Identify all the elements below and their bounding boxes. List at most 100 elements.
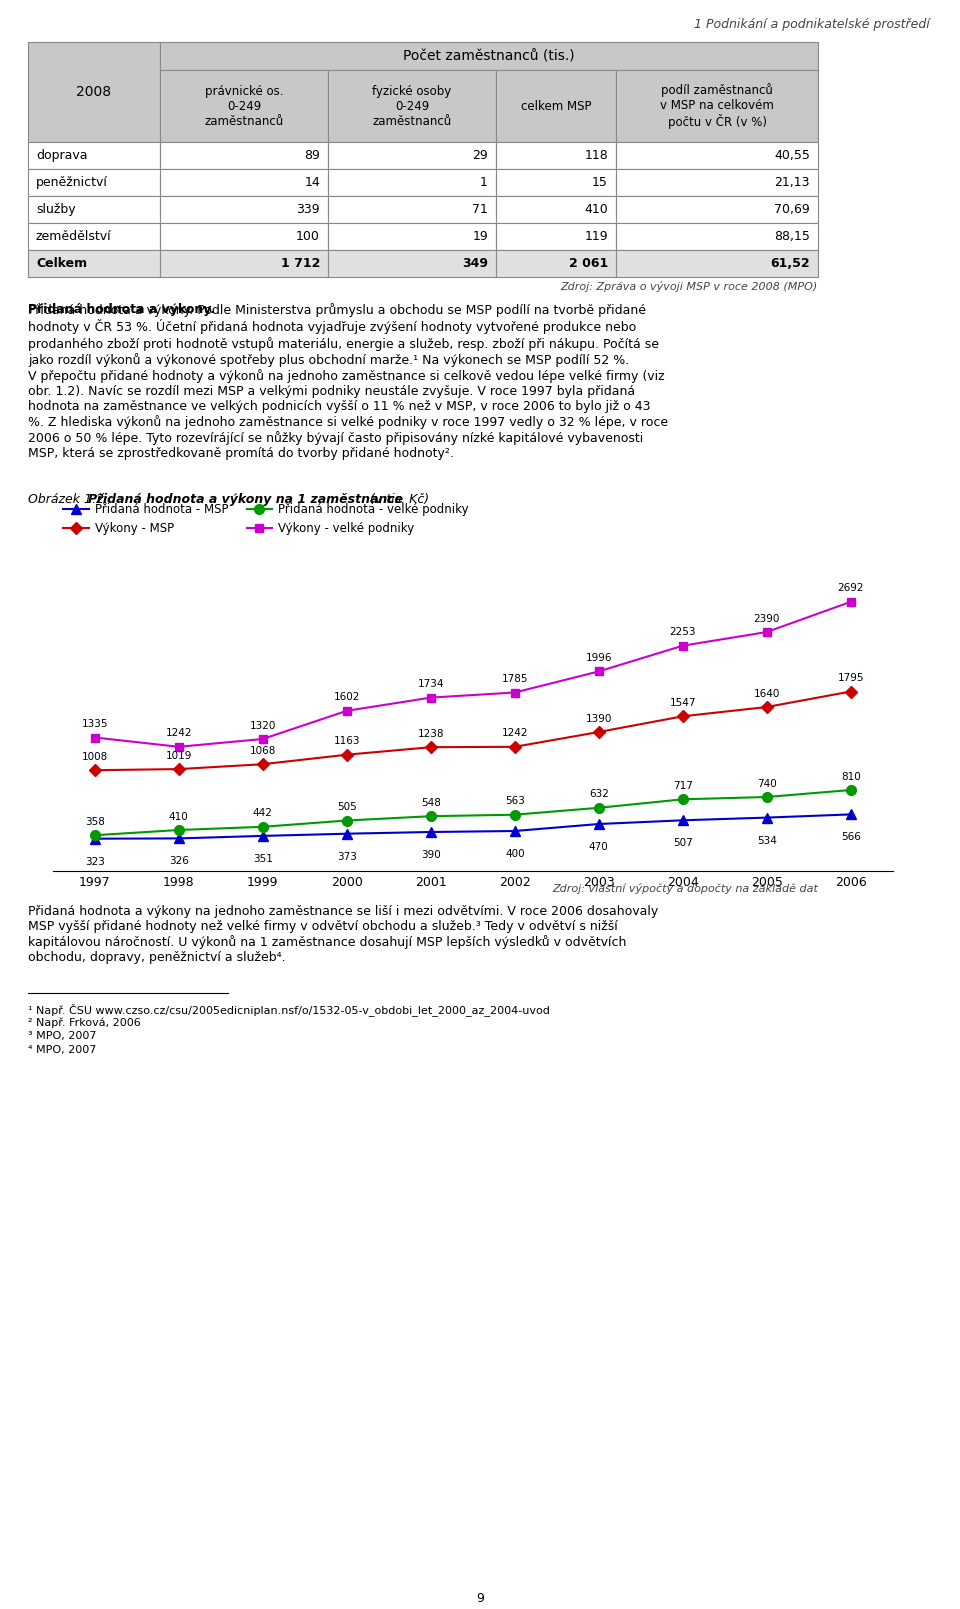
Text: podíl zaměstnanců
v MSP na celkovém
počtu v ČR (v %): podíl zaměstnanců v MSP na celkovém počt…: [660, 82, 774, 129]
Text: 534: 534: [756, 835, 777, 846]
Bar: [160, 71, 328, 142]
Text: 1068: 1068: [250, 747, 276, 756]
Text: Zdroj: vlastní výpočty a dopočty na základě dat: Zdroj: vlastní výpočty a dopočty na zákl…: [552, 883, 818, 895]
Bar: [616, 224, 818, 249]
Bar: [496, 196, 616, 224]
Text: 632: 632: [588, 790, 609, 800]
Bar: [28, 196, 160, 224]
Text: služby: služby: [36, 203, 76, 216]
Text: Přidaná hodnota a výkony na jednoho zaměstnance se liší i mezi odvětvími. V roce: Přidaná hodnota a výkony na jednoho zamě…: [28, 904, 659, 964]
Bar: [328, 224, 496, 249]
Text: 410: 410: [585, 203, 608, 216]
Text: 563: 563: [505, 796, 525, 806]
Text: doprava: doprava: [36, 150, 87, 163]
Text: Zdroj: Zpráva o vývoji MSP v roce 2008 (MPO): Zdroj: Zpráva o vývoji MSP v roce 2008 (…: [561, 282, 818, 291]
Text: ³ MPO, 2007: ³ MPO, 2007: [28, 1031, 97, 1041]
Text: 1602: 1602: [334, 692, 360, 703]
Bar: [496, 249, 616, 277]
Bar: [496, 142, 616, 169]
Text: ⁴ MPO, 2007: ⁴ MPO, 2007: [28, 1044, 96, 1056]
Bar: [28, 249, 160, 277]
Text: 810: 810: [841, 772, 861, 782]
Bar: [616, 142, 818, 169]
Bar: [496, 169, 616, 196]
Text: 2692: 2692: [837, 584, 864, 594]
Text: Přidaná hodnota a výkony.: Přidaná hodnota a výkony.: [28, 302, 215, 315]
Text: 1390: 1390: [586, 714, 612, 724]
Text: 61,52: 61,52: [770, 257, 810, 270]
Text: 507: 507: [673, 838, 693, 848]
Bar: [616, 71, 818, 142]
Bar: [616, 169, 818, 196]
Text: 89: 89: [304, 150, 320, 163]
Text: 14: 14: [304, 175, 320, 188]
Bar: [496, 224, 616, 249]
Text: 740: 740: [756, 779, 777, 788]
Text: Přidaná hodnota a výkony na 1 zaměstnance: Přidaná hodnota a výkony na 1 zaměstnanc…: [88, 492, 403, 505]
Text: 29: 29: [472, 150, 488, 163]
Text: 1335: 1335: [82, 719, 108, 729]
Bar: [328, 71, 496, 142]
Text: právnické os.
0-249
zaměstnanců: právnické os. 0-249 zaměstnanců: [204, 85, 283, 127]
Bar: [616, 249, 818, 277]
Text: (v tis. Kč): (v tis. Kč): [366, 492, 429, 505]
Text: 1320: 1320: [250, 721, 276, 730]
Text: 505: 505: [337, 803, 357, 813]
Text: 1734: 1734: [418, 679, 444, 689]
Text: 2008: 2008: [77, 85, 111, 100]
Text: 1795: 1795: [837, 673, 864, 684]
Text: 2 061: 2 061: [568, 257, 608, 270]
Bar: [328, 196, 496, 224]
Text: 88,15: 88,15: [774, 230, 810, 243]
Text: Obrázek 1.2:: Obrázek 1.2:: [28, 492, 112, 505]
Text: 70,69: 70,69: [775, 203, 810, 216]
Text: 100: 100: [296, 230, 320, 243]
Text: 21,13: 21,13: [775, 175, 810, 188]
Text: peněžnictví: peněžnictví: [36, 175, 108, 188]
Text: 71: 71: [472, 203, 488, 216]
Text: 390: 390: [420, 850, 441, 861]
Bar: [160, 196, 328, 224]
Text: Celkem: Celkem: [36, 257, 87, 270]
Bar: [160, 42, 818, 71]
Text: 323: 323: [84, 856, 105, 867]
Bar: [160, 142, 328, 169]
Text: ² Např. Frková, 2006: ² Např. Frková, 2006: [28, 1017, 141, 1028]
Text: 1 Podnikání a podnikatelské prostředí: 1 Podnikání a podnikatelské prostředí: [694, 18, 930, 31]
Text: 1019: 1019: [166, 751, 192, 761]
Text: 1242: 1242: [501, 729, 528, 739]
Text: 442: 442: [252, 808, 273, 819]
Text: Přidaná hodnota a výkony. Podle Ministerstva průmyslu a obchodu se MSP podílí na: Přidaná hodnota a výkony. Podle Minister…: [28, 302, 668, 460]
Text: 2390: 2390: [754, 613, 780, 624]
Text: 326: 326: [169, 856, 189, 867]
Bar: [328, 169, 496, 196]
Text: 19: 19: [472, 230, 488, 243]
Text: 1: 1: [480, 175, 488, 188]
Text: 351: 351: [252, 854, 273, 864]
Text: 339: 339: [297, 203, 320, 216]
Text: 40,55: 40,55: [774, 150, 810, 163]
Text: 1547: 1547: [669, 698, 696, 708]
Text: ¹ Např. ČSU www.czso.cz/csu/2005edicniplan.nsf/o/1532-05-v_obdobi_let_2000_az_20: ¹ Např. ČSU www.czso.cz/csu/2005edicnipl…: [28, 1002, 550, 1015]
Text: 410: 410: [169, 811, 189, 822]
Bar: [160, 224, 328, 249]
Bar: [28, 142, 160, 169]
Text: 15: 15: [592, 175, 608, 188]
Text: fyzické osoby
0-249
zaměstnanců: fyzické osoby 0-249 zaměstnanců: [372, 85, 451, 127]
Bar: [328, 249, 496, 277]
Text: 9: 9: [476, 1591, 484, 1606]
Legend: Přidaná hodnota - MSP, Výkony - MSP, Přidaná hodnota - velké podniky, Výkony - v: Přidaná hodnota - MSP, Výkony - MSP, Při…: [59, 499, 473, 541]
Text: 566: 566: [841, 832, 861, 843]
Text: 1242: 1242: [165, 729, 192, 739]
Text: 1996: 1996: [586, 653, 612, 663]
Text: 1008: 1008: [82, 751, 108, 763]
Text: 2253: 2253: [669, 628, 696, 637]
Text: 358: 358: [84, 817, 105, 827]
Bar: [616, 196, 818, 224]
Text: celkem MSP: celkem MSP: [520, 100, 591, 113]
Text: 1163: 1163: [333, 737, 360, 747]
Bar: [28, 169, 160, 196]
Text: 373: 373: [337, 851, 357, 862]
Text: 349: 349: [462, 257, 488, 270]
Bar: [496, 71, 616, 142]
